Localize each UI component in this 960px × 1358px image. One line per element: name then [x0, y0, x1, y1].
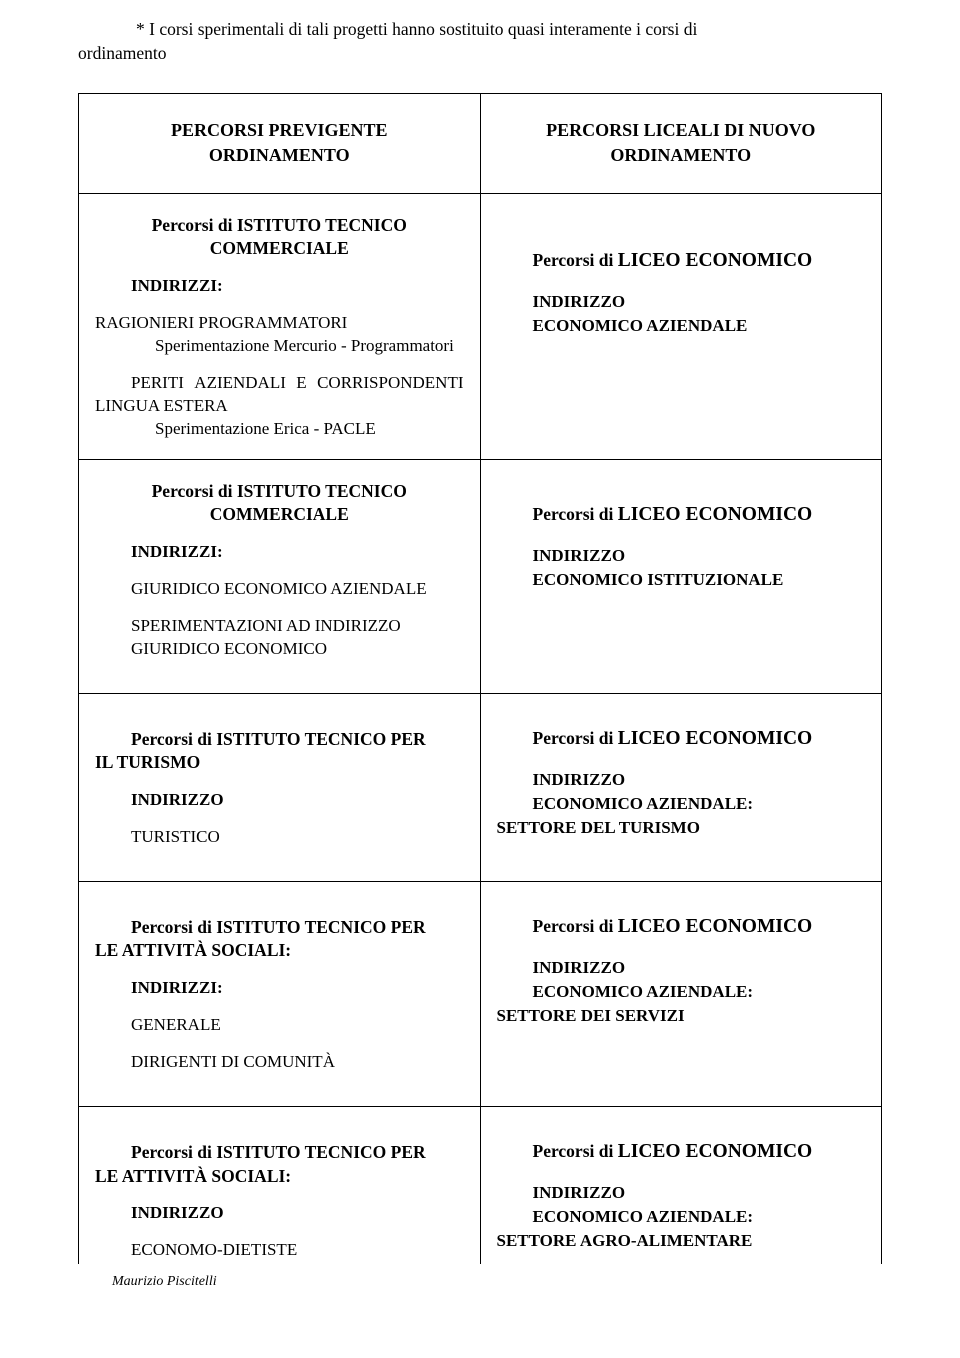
row2-right-big: LICEO ECONOMICO [618, 504, 812, 525]
t: PERITI [131, 372, 184, 395]
row4-right-sub2: ECONOMICO AZIENDALE: [533, 982, 754, 1001]
row1-right-sub2: ECONOMICO AZIENDALE [533, 316, 748, 335]
row5-right-sub2: ECONOMICO AZIENDALE: [533, 1207, 754, 1226]
intro-paragraph: * I corsi sperimentali di tali progetti … [78, 18, 882, 65]
row1-right-lead: Percorsi di [533, 250, 618, 270]
intro-line1: * I corsi sperimentali di tali progetti … [78, 18, 882, 42]
table-row: Percorsi di ISTITUTO TECNICO COMMERCIALE… [79, 459, 882, 693]
row3-right-sub3: SETTORE DEL TURISMO [497, 818, 700, 837]
t: AZIENDALI [194, 372, 286, 395]
row1-left-title1: Percorsi di ISTITUTO TECNICO [152, 215, 407, 235]
intro-line2: ordinamento [78, 43, 166, 63]
row4-left-ind2: DIRIGENTI DI COMUNITÀ [95, 1051, 464, 1074]
row2-right-sub1: INDIRIZZO [533, 546, 626, 565]
row4-right: Percorsi di LICEO ECONOMICO INDIRIZZO EC… [480, 881, 882, 1106]
row2-right: Percorsi di LICEO ECONOMICO INDIRIZZO EC… [480, 459, 882, 693]
row3-right-sub2: ECONOMICO AZIENDALE: [533, 794, 754, 813]
comparison-table: PERCORSI PREVIGENTE ORDINAMENTO PERCORSI… [78, 93, 882, 1264]
row2-left: Percorsi di ISTITUTO TECNICO COMMERCIALE… [79, 459, 481, 693]
row4-left-indirizzi: INDIRIZZI: [95, 977, 464, 1000]
row5-left-sub1: INDIRIZZO [95, 1202, 464, 1225]
row5-left-title2: LE ATTIVITÀ SOCIALI: [95, 1166, 291, 1186]
row3-right-big: LICEO ECONOMICO [618, 728, 812, 749]
row2-left-indirizzi: INDIRIZZI: [95, 541, 464, 564]
t: E [296, 372, 306, 395]
table-row: Percorsi di ISTITUTO TECNICO COMMERCIALE… [79, 193, 882, 459]
row5-right: Percorsi di LICEO ECONOMICO INDIRIZZO EC… [480, 1106, 882, 1264]
row3-left: Percorsi di ISTITUTO TECNICO PER IL TURI… [79, 693, 481, 881]
row2-left-title1: Percorsi di ISTITUTO TECNICO [152, 481, 407, 501]
row1-right-big: LICEO ECONOMICO [618, 250, 812, 271]
row3-right: Percorsi di LICEO ECONOMICO INDIRIZZO EC… [480, 693, 882, 881]
row3-left-title2: IL TURISMO [95, 752, 200, 772]
row4-right-big: LICEO ECONOMICO [618, 916, 812, 937]
header-right-line2: ORDINAMENTO [610, 145, 751, 165]
table-row: Percorsi di ISTITUTO TECNICO PER IL TURI… [79, 693, 882, 881]
row4-left-ind1: GENERALE [95, 1014, 464, 1037]
row3-right-lead: Percorsi di [533, 728, 618, 748]
table-row: Percorsi di ISTITUTO TECNICO PER LE ATTI… [79, 881, 882, 1106]
row3-right-sub1: INDIRIZZO [533, 770, 626, 789]
row2-right-lead: Percorsi di [533, 504, 618, 524]
page: * I corsi sperimentali di tali progetti … [0, 0, 960, 1358]
row1-left-ind1-l1: RAGIONIERI PROGRAMMATORI [95, 312, 464, 335]
row5-left-title1: Percorsi di ISTITUTO TECNICO PER [131, 1142, 426, 1162]
row4-left-title2: LE ATTIVITÀ SOCIALI: [95, 940, 291, 960]
row5-right-sub3: SETTORE AGRO-ALIMENTARE [497, 1231, 753, 1250]
row1-right-sub1: INDIRIZZO [533, 292, 626, 311]
table-row: PERCORSI PREVIGENTE ORDINAMENTO PERCORSI… [79, 94, 882, 194]
t: CORRISPONDENTI [317, 372, 463, 395]
row5-left: Percorsi di ISTITUTO TECNICO PER LE ATTI… [79, 1106, 481, 1264]
row2-left-title2: COMMERCIALE [210, 504, 349, 524]
row2-left-ind2-l1: SPERIMENTAZIONI AD INDIRIZZO [95, 615, 464, 638]
row4-right-lead: Percorsi di [533, 916, 618, 936]
header-right: PERCORSI LICEALI DI NUOVO ORDINAMENTO [480, 94, 882, 194]
row1-left-ind2-l3: Sperimentazione Erica - PACLE [95, 418, 464, 441]
row4-right-sub3: SETTORE DEI SERVIZI [497, 1006, 685, 1025]
header-right-line1: PERCORSI LICEALI DI NUOVO [546, 120, 815, 140]
row5-right-sub1: INDIRIZZO [533, 1183, 626, 1202]
row5-right-lead: Percorsi di [533, 1141, 618, 1161]
row1-left-ind2-l2: LINGUA ESTERA [95, 395, 464, 418]
row4-right-sub1: INDIRIZZO [533, 958, 626, 977]
row1-left: Percorsi di ISTITUTO TECNICO COMMERCIALE… [79, 193, 481, 459]
row2-left-ind2-l2: GIURIDICO ECONOMICO [95, 638, 464, 661]
table-row: Percorsi di ISTITUTO TECNICO PER LE ATTI… [79, 1106, 882, 1264]
row3-left-sub2: TURISTICO [95, 826, 464, 849]
row2-right-sub2: ECONOMICO ISTITUZIONALE [533, 570, 784, 589]
row1-left-title2: COMMERCIALE [210, 238, 349, 258]
row3-left-sub1: INDIRIZZO [95, 789, 464, 812]
header-left-line1: PERCORSI PREVIGENTE [171, 120, 388, 140]
row1-left-ind1-l2: Sperimentazione Mercurio - Programmatori [95, 335, 464, 358]
row1-right: Percorsi di LICEO ECONOMICO INDIRIZZO EC… [480, 193, 882, 459]
row2-left-ind1: GIURIDICO ECONOMICO AZIENDALE [95, 578, 464, 601]
page-footer: Maurizio Piscitelli [78, 1274, 882, 1290]
row1-left-ind2-l1: PERITI AZIENDALI E CORRISPONDENTI [95, 372, 464, 395]
row4-left: Percorsi di ISTITUTO TECNICO PER LE ATTI… [79, 881, 481, 1106]
row4-left-title1: Percorsi di ISTITUTO TECNICO PER [131, 917, 426, 937]
row5-right-big: LICEO ECONOMICO [618, 1141, 812, 1162]
header-left: PERCORSI PREVIGENTE ORDINAMENTO [79, 94, 481, 194]
header-left-line2: ORDINAMENTO [209, 145, 350, 165]
row5-left-sub2: ECONOMO-DIETISTE [95, 1239, 464, 1262]
row1-left-indirizzi: INDIRIZZI: [95, 275, 464, 298]
row3-left-title1: Percorsi di ISTITUTO TECNICO PER [131, 729, 426, 749]
